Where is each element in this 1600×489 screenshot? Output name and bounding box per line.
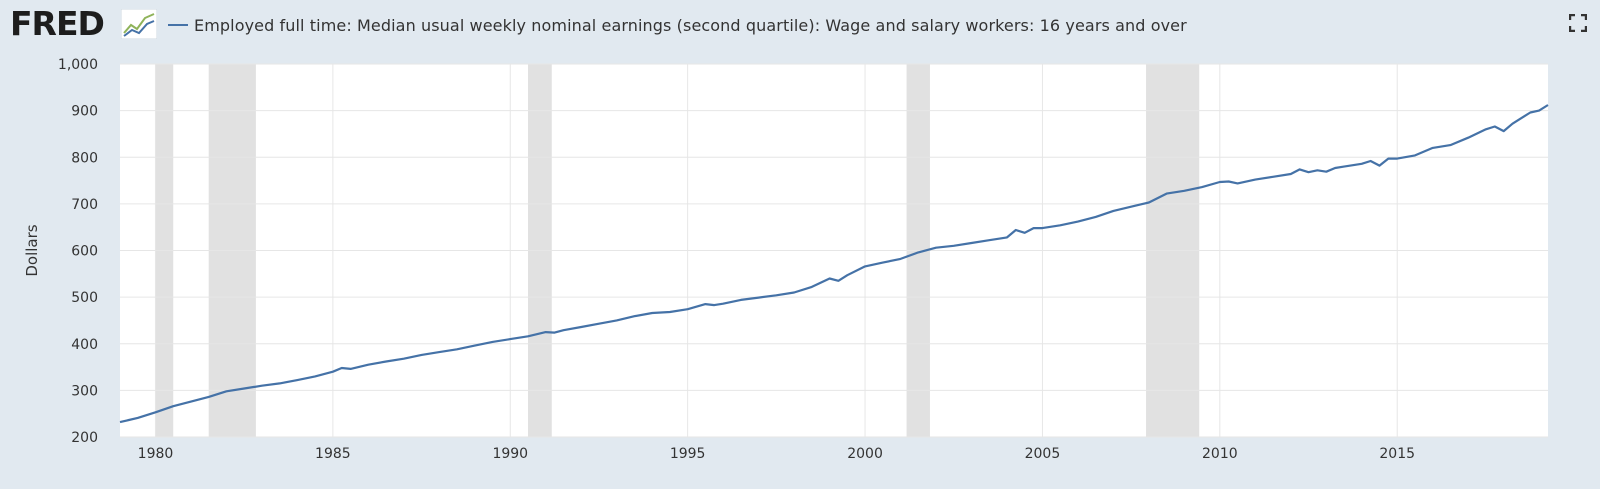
x-tick-label: 1985 — [315, 446, 351, 462]
x-tick-label: 2000 — [847, 446, 883, 462]
y-tick-label: 800 — [71, 150, 98, 166]
y-tick-label: 300 — [71, 383, 98, 399]
x-tick-label: 2005 — [1025, 446, 1061, 462]
fullscreen-icon[interactable] — [1569, 14, 1587, 32]
y-axis-label: Dollars — [23, 224, 41, 276]
legend-swatch — [168, 24, 188, 26]
series-line — [119, 104, 1549, 424]
x-tick-label: 2010 — [1202, 446, 1238, 462]
y-tick-label: 400 — [71, 337, 98, 353]
legend: Employed full time: Median usual weekly … — [168, 13, 1187, 37]
y-tick-label: 900 — [71, 104, 98, 120]
fred-chart-logo-icon — [121, 9, 157, 39]
legend-series-label: Employed full time: Median usual weekly … — [194, 15, 1187, 35]
fred-logo[interactable]: FRED — [10, 4, 105, 43]
x-tick-label: 2015 — [1379, 446, 1415, 462]
y-tick-label: 200 — [71, 430, 98, 446]
y-tick-label: 500 — [71, 290, 98, 306]
x-tick-label: 1980 — [138, 446, 174, 462]
y-tick-label: 600 — [71, 244, 98, 260]
y-tick-label: 700 — [71, 197, 98, 213]
y-tick-label: 1,000 — [58, 57, 98, 73]
chart-header: FRED Employed full time: Median usual we… — [0, 0, 1600, 50]
x-tick-label: 1990 — [492, 446, 528, 462]
x-tick-label: 1995 — [670, 446, 706, 462]
